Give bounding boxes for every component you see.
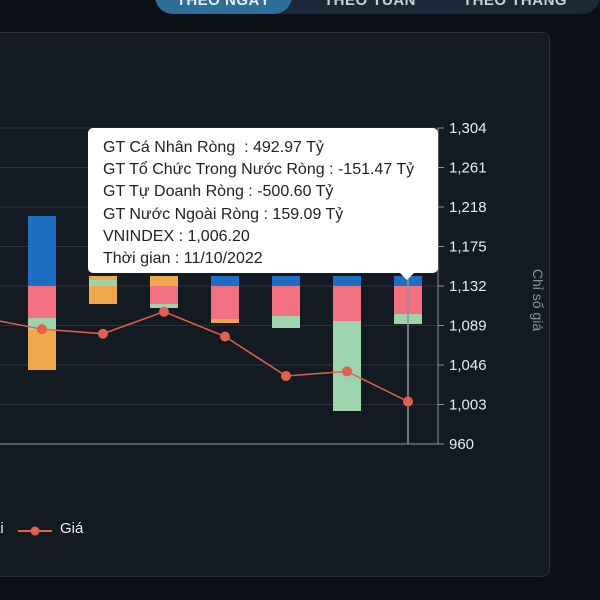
legend-partial-label: ài (0, 520, 4, 537)
y-tick-label: 960 (449, 436, 474, 453)
bar-segment[interactable] (150, 304, 178, 308)
bar-segment[interactable] (89, 280, 117, 286)
bar-segment[interactable] (150, 286, 178, 304)
bar-segment[interactable] (333, 321, 361, 411)
y-tick-label: 1,003 (449, 397, 487, 414)
price-point[interactable] (98, 328, 108, 339)
bar-segment[interactable] (272, 286, 300, 316)
y-tick-labels: 1,304 1,261 1,218 1,175 1,132 1,089 1,046 1,003… (449, 120, 487, 453)
y-tick-label: 1,304 (449, 120, 487, 137)
bar-segment[interactable] (272, 276, 300, 286)
bar-segment[interactable] (28, 330, 56, 370)
tooltip-to-chuc: GT Tổ Chức Trong Nước Ròng : -151.47 Tỷ (103, 161, 415, 179)
y-tick-label: 1,089 (449, 318, 487, 335)
y-tick-label: 1,261 (449, 160, 487, 177)
bar-segment[interactable] (28, 216, 56, 286)
bar-segment[interactable] (211, 276, 239, 286)
tab-theo-thang[interactable]: THEO THÁNG (462, 0, 568, 9)
bar-segment[interactable] (89, 286, 117, 304)
tooltip-tu-doanh: GT Tự Doanh Ròng : -500.60 Tỷ (103, 183, 334, 201)
bar-segment[interactable] (272, 316, 300, 328)
y-tick-label: 1,218 (449, 199, 487, 216)
price-point[interactable] (281, 371, 291, 382)
price-point[interactable] (220, 331, 230, 342)
price-point[interactable] (159, 306, 169, 317)
tooltip-ca-nhan: GT Cá Nhân Ròng : 492.97 Tỷ (103, 139, 324, 156)
tooltip-arrow (399, 272, 415, 280)
tooltip-vnindex: VNINDEX : 1,006.20 (103, 227, 250, 245)
bar-segment[interactable] (333, 286, 361, 321)
price-point[interactable] (403, 396, 413, 407)
price-point[interactable] (342, 366, 352, 377)
bar-segment[interactable] (150, 276, 178, 286)
y-tick-label: 1,175 (449, 239, 487, 256)
y-axis-label: Chỉ số giá (530, 268, 547, 332)
y-tick-label: 1,132 (449, 278, 487, 295)
price-point[interactable] (37, 324, 47, 335)
legend-price-marker (18, 526, 52, 536)
bar-segment[interactable] (89, 276, 117, 280)
bar-segment[interactable] (211, 286, 239, 319)
price-line (0, 310, 409, 403)
bar-segment[interactable] (333, 276, 361, 286)
price-line-layer (0, 306, 413, 407)
bar-segment[interactable] (28, 318, 56, 330)
bar-segment[interactable] (28, 286, 56, 318)
data-tooltip: GT Cá Nhân Ròng : 492.97 Tỷ GT Tổ Chức T… (88, 128, 438, 273)
legend-gia-label: Giá (60, 520, 84, 537)
bar-segment[interactable] (211, 319, 239, 323)
tooltip-nuoc-ngoai: GT Nước Ngoài Ròng : 159.09 Tỷ (103, 205, 344, 223)
y-tick-label: 1,046 (449, 357, 487, 374)
period-tabs: THEO NGÀY THEO TUẦN THEO THÁNG (155, 0, 600, 14)
tooltip-time: Thời gian : 11/10/2022 (103, 250, 263, 268)
tab-theo-tuan[interactable]: THEO TUẦN (324, 0, 416, 9)
tab-theo-ngay[interactable]: THEO NGÀY (155, 0, 292, 14)
